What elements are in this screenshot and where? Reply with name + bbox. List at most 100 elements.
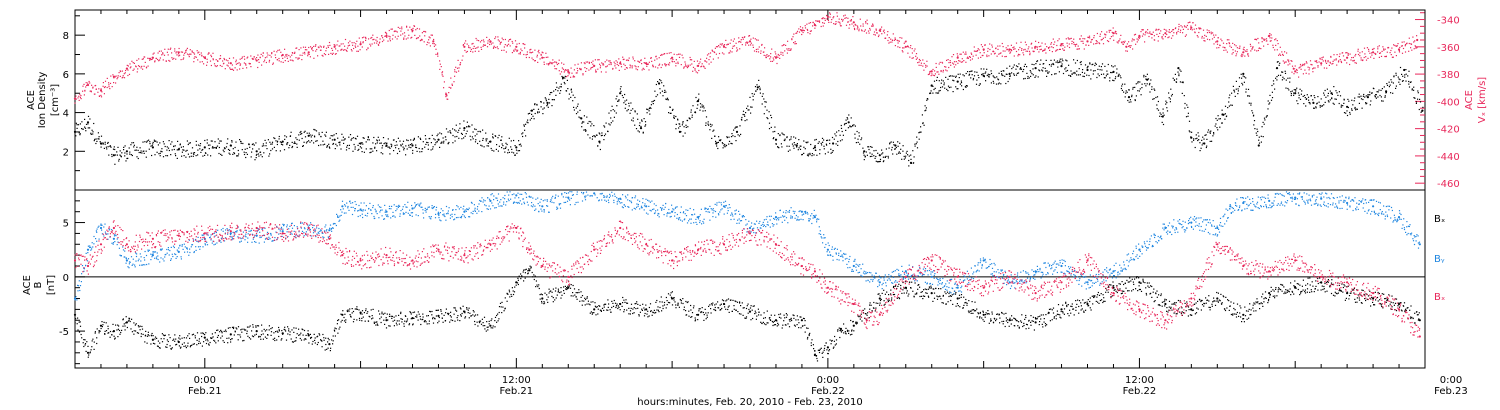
- velocity-series-sample: [1210, 33, 1212, 35]
- density-series-sample: [1277, 74, 1280, 76]
- density-series-sample: [1247, 88, 1250, 90]
- density-series-sample: [744, 115, 746, 117]
- density-series-sample: [677, 118, 679, 120]
- density-series-sample: [924, 110, 926, 112]
- velocity-series-sample: [853, 25, 855, 27]
- density-series-sample: [1228, 97, 1230, 99]
- velocity-series-sample: [1186, 24, 1188, 27]
- velocity-series-sample: [1059, 48, 1061, 50]
- density-series-sample: [192, 155, 194, 157]
- density-series-sample: [425, 138, 427, 140]
- density-series-sample: [741, 119, 743, 121]
- density-series-sample: [1401, 73, 1403, 75]
- density-series-sample: [179, 144, 181, 146]
- bx-series-sample: [352, 310, 355, 313]
- velocity-series-sample: [932, 74, 934, 76]
- density-series-sample: [1107, 73, 1109, 75]
- density-series-sample: [762, 93, 764, 95]
- velocity-series-sample: [262, 55, 264, 57]
- density-series-sample: [93, 140, 95, 142]
- velocity-series-sample: [648, 61, 650, 63]
- bx-series-sample: [98, 330, 100, 332]
- density-series-sample: [1242, 75, 1244, 77]
- velocity-series-sample: [791, 38, 793, 40]
- velocity-series-sample: [1252, 46, 1254, 48]
- density-series-sample: [534, 104, 536, 106]
- density-series-sample: [560, 90, 562, 92]
- density-series-sample: [480, 144, 482, 146]
- density-series-sample: [908, 155, 910, 157]
- bx-series-sample: [314, 337, 316, 339]
- density-series-sample: [352, 150, 354, 152]
- density-series-sample: [613, 116, 615, 118]
- velocity-series-sample: [757, 51, 760, 53]
- density-series-sample: [454, 129, 456, 131]
- velocity-series-sample: [1040, 45, 1042, 47]
- density-series-sample: [572, 94, 574, 96]
- bx-series-sample: [75, 318, 77, 320]
- velocity-series-sample: [858, 28, 860, 30]
- velocity-series-sample: [1272, 46, 1274, 49]
- bx-series-sample: [193, 343, 195, 345]
- velocity-series-sample: [625, 59, 628, 61]
- velocity-series-sample: [1024, 41, 1026, 43]
- density-series-sample: [1207, 131, 1209, 133]
- velocity-series-sample: [918, 64, 920, 66]
- velocity-series-sample: [1039, 49, 1041, 51]
- velocity-series-sample: [1404, 43, 1407, 46]
- density-series-sample: [1065, 59, 1067, 61]
- velocity-series-sample: [965, 61, 967, 63]
- velocity-series-sample: [1069, 38, 1071, 40]
- density-series-sample: [782, 133, 784, 135]
- density-series-sample: [1392, 92, 1394, 94]
- velocity-series-sample: [739, 40, 741, 43]
- bx-series-sample: [303, 339, 305, 341]
- velocity-series-sample: [141, 65, 143, 67]
- bx-series-sample: [217, 329, 219, 331]
- bx-series-sample: [321, 340, 323, 342]
- velocity-series-sample: [1384, 48, 1386, 50]
- velocity-series-sample: [474, 47, 476, 49]
- density-series-sample: [1176, 78, 1178, 80]
- velocity-series-sample: [165, 60, 167, 62]
- velocity-series-sample: [1063, 49, 1065, 51]
- density-series-sample: [318, 134, 320, 136]
- density-series-sample: [419, 151, 421, 153]
- velocity-series-sample: [748, 35, 750, 37]
- velocity-series-sample: [692, 66, 695, 68]
- density-series-sample: [691, 114, 693, 116]
- velocity-series-sample: [423, 30, 425, 33]
- velocity-series-sample: [1162, 34, 1164, 36]
- velocity-series-sample: [1096, 42, 1098, 44]
- velocity-series-sample: [1139, 36, 1141, 38]
- velocity-series-sample: [123, 77, 126, 79]
- velocity-series-sample: [417, 37, 419, 39]
- density-series-sample: [116, 154, 118, 156]
- density-series-sample: [1152, 98, 1154, 100]
- density-series-sample: [1233, 89, 1235, 92]
- velocity-series-sample: [1244, 55, 1246, 57]
- velocity-series-sample: [769, 58, 771, 60]
- velocity-series-sample: [127, 69, 129, 71]
- velocity-series-sample: [837, 21, 839, 23]
- velocity-series-sample: [204, 57, 206, 60]
- velocity-series-sample: [1351, 57, 1353, 59]
- density-series-sample: [818, 141, 820, 143]
- velocity-series-sample: [792, 36, 794, 38]
- velocity-series-sample: [304, 46, 307, 48]
- density-series-sample: [1201, 139, 1203, 141]
- density-series-sample: [962, 74, 964, 76]
- velocity-series-sample: [1323, 67, 1325, 69]
- velocity-series-sample: [490, 41, 492, 43]
- density-series-sample: [968, 73, 971, 75]
- velocity-series-sample: [593, 65, 595, 67]
- density-series-sample: [887, 155, 889, 157]
- bx-series-sample: [190, 345, 192, 347]
- density-series-sample: [705, 122, 707, 124]
- velocity-series-sample: [1023, 49, 1025, 51]
- density-series-sample: [389, 147, 391, 149]
- velocity-series-sample: [1043, 49, 1045, 51]
- velocity-series-sample: [1284, 51, 1286, 53]
- density-series-sample: [448, 141, 450, 144]
- velocity-series-sample: [368, 38, 370, 40]
